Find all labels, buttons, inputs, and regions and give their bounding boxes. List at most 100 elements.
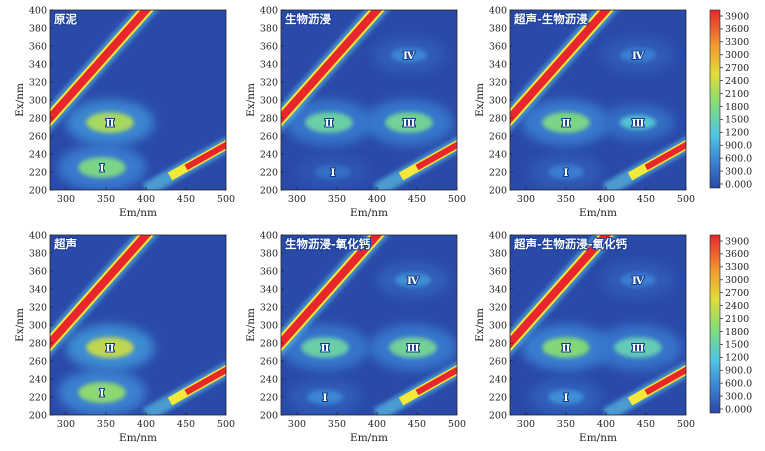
peak-core [619,47,657,63]
colorbar-1: 3900 3600 3300 3000 2700 2400 2100 1800 1500 1200… [709,9,752,190]
rayleigh-band [510,235,612,350]
x-tick-label: 450 [177,419,195,430]
peak-label: Ⅲ [632,118,645,130]
y-tick-label: 220 [489,167,507,178]
y-tick-label: 240 [29,374,47,385]
x-tick-label: 350 [328,419,346,430]
panel-title: 生物沥浸-氧化钙 [285,237,371,251]
eem-panel-3: Ⅰ Ⅱ Ⅲ Ⅳ 超声-生物沥浸 200 220 240 260 280 300 320 340 360 38… [474,5,695,219]
colorbar-tick-label: 300.0 [725,166,752,177]
y-tick-label: 400 [260,230,278,241]
x-tick-label: 500 [217,419,235,430]
colorbar-tick-label: 3000 [725,50,749,61]
y-tick-label: 260 [29,356,47,367]
y-tick-label: 200 [260,410,278,421]
panel-title: 超声 [53,237,77,251]
y-tick-label: 300 [489,95,507,106]
eem-panel-4: Ⅱ Ⅰ 超声 200 220 240 260 280 300 320 340 360 380 400 300… [14,230,235,444]
y-tick-label: 260 [260,131,278,142]
y-tick-label: 340 [29,284,47,295]
y-tick-label: 360 [489,41,507,52]
y-tick-label: 220 [260,167,278,178]
y-tick-label: 240 [489,149,507,160]
eem-panel-5: Ⅰ Ⅱ Ⅲ Ⅳ 生物沥浸-氧化钙 200 220 240 260 280 300 320 340 360 3… [245,230,466,444]
x-tick-label: 400 [368,194,386,205]
y-tick-label: 320 [29,302,47,313]
peak-core [78,157,126,178]
colorbar-tick-label: 600.0 [725,153,752,164]
y-tick-label: 400 [29,5,47,16]
y-tick-label: 240 [489,374,507,385]
y-tick-label: 340 [260,284,278,295]
peak-core [305,112,353,133]
y-tick-label: 340 [489,59,507,70]
colorbar-2: 3900 3600 3300 3000 2700 2400 2100 1800 1500 1200… [709,234,752,415]
y-tick-label: 280 [489,338,507,349]
peak-core [394,272,432,288]
y-tick-label: 340 [29,59,47,70]
y-tick-label: 200 [29,410,47,421]
x-axis-label: Em/nm [350,207,388,219]
colorbar-tick-label: 1500 [725,340,749,351]
peak-core [390,47,428,63]
x-tick-label: 300 [288,419,306,430]
x-tick-label: 500 [448,419,466,430]
colorbar-tick-label: 300.0 [725,391,752,402]
y-tick-label: 400 [489,230,507,241]
x-tick-label: 350 [557,419,575,430]
y-tick-label: 400 [29,230,47,241]
x-tick-label: 300 [517,194,535,205]
y-tick-label: 300 [489,320,507,331]
colorbar-tick-label: 2400 [725,76,749,87]
y-tick-label: 300 [29,95,47,106]
colorbar-tick-label: 1800 [725,327,749,338]
x-tick-label: 400 [368,419,386,430]
peak-label: Ⅳ [632,275,645,287]
colorbar-tick-label: 600.0 [725,378,752,389]
y-tick-label: 220 [489,392,507,403]
y-tick-label: 200 [489,410,507,421]
rayleigh-band [50,235,152,350]
eem-panel-1: Ⅱ Ⅰ 原泥 200 220 240 260 280 300 320 340 360 380 400 300… [14,5,235,219]
x-tick-label: 350 [97,419,115,430]
y-tick-label: 220 [260,392,278,403]
colorbar-tick-label: 1800 [725,102,749,113]
y-tick-label: 320 [489,302,507,313]
x-tick-label: 450 [637,194,655,205]
rayleigh-band [281,235,383,350]
peak-label: Ⅱ [321,343,330,355]
second-order-band [415,366,457,396]
peak-core [619,115,657,130]
peak-core [619,272,657,288]
peak-core [389,337,437,358]
y-tick-label: 260 [29,131,47,142]
colorbar-tick-label: 1200 [725,128,749,139]
second-order-band [184,141,226,171]
x-tick-label: 350 [557,194,575,205]
peak-core [314,164,352,180]
y-axis-label: Ex/nm [245,308,257,342]
peak-core [78,382,126,403]
y-tick-label: 200 [29,185,47,196]
peak-label: Ⅲ [403,118,416,130]
panel-title: 生物沥浸 [285,12,331,26]
y-tick-label: 360 [260,266,278,277]
y-tick-label: 360 [260,41,278,52]
peak-label: Ⅳ [632,50,645,62]
colorbar-tick-label: 2700 [725,288,749,299]
peak-core [547,164,585,180]
peak-label: Ⅱ [325,118,334,130]
y-tick-label: 220 [29,392,47,403]
y-tick-label: 340 [260,59,278,70]
peak-label: Ⅲ [407,343,420,355]
y-tick-label: 260 [260,356,278,367]
y-axis-label: Ex/nm [474,308,486,342]
y-tick-label: 400 [260,5,278,16]
peak-label: Ⅱ [562,118,571,130]
peak-core [86,337,134,358]
colorbar-tick-label: 3900 [725,236,749,247]
colorbar-tick-label: 1500 [725,115,749,126]
peak-core [547,389,585,405]
y-tick-label: 320 [260,77,278,88]
